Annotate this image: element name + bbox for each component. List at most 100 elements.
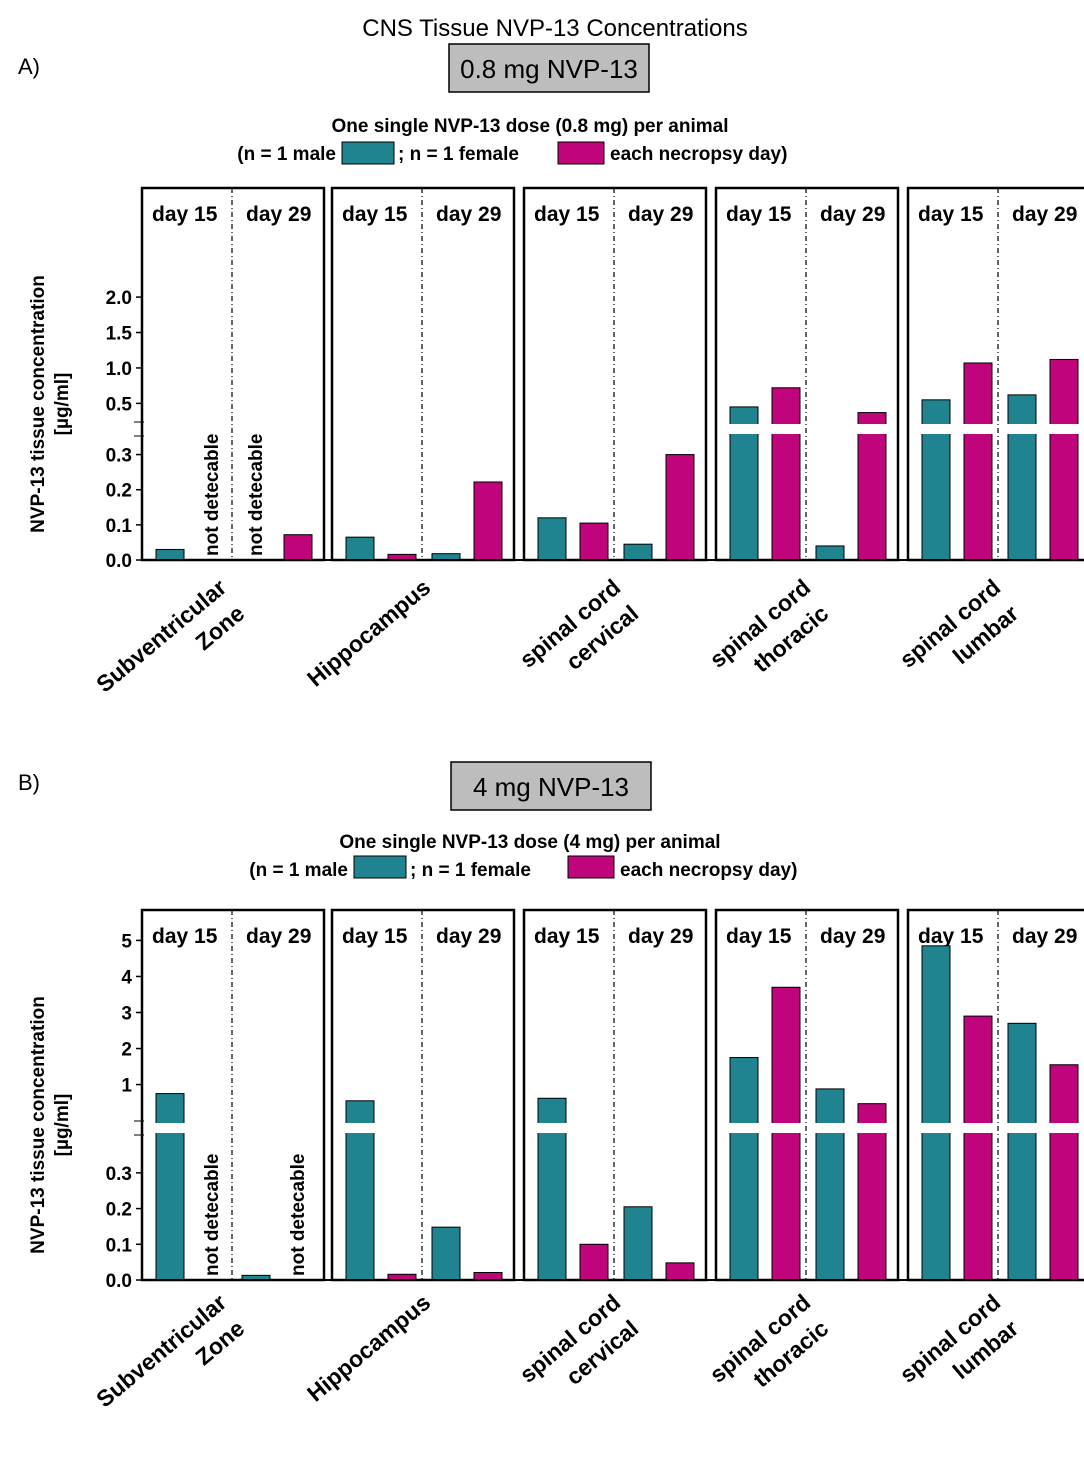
- panel-label: B): [18, 770, 40, 795]
- bar: [963, 1015, 993, 1281]
- tissue-label: Hippocampus: [302, 574, 435, 692]
- bar: [345, 536, 375, 561]
- bar-break: [729, 1123, 759, 1133]
- y-axis-label: NVP-13 tissue concentration: [28, 275, 49, 533]
- day-label-29: day 29: [628, 203, 693, 226]
- day-label-15: day 15: [726, 203, 792, 226]
- day-label-15: day 15: [726, 925, 792, 948]
- y-tick-label: 2.0: [106, 288, 132, 309]
- bar: [155, 1093, 185, 1281]
- bar: [921, 399, 951, 561]
- bar-break: [771, 424, 801, 434]
- y-tick-label: 2: [121, 1040, 132, 1061]
- day-label-29: day 29: [246, 203, 311, 226]
- bar-break: [345, 1123, 375, 1133]
- bar: [815, 1088, 845, 1281]
- bar: [771, 986, 801, 1281]
- day-label-29: day 29: [1012, 203, 1077, 226]
- day-label-15: day 15: [152, 203, 218, 226]
- dose-box: [448, 43, 650, 93]
- day-label-15: day 15: [152, 925, 218, 948]
- bar: [473, 481, 503, 561]
- bar: [963, 362, 993, 561]
- dose-label: 0.8 mg NVP-13: [460, 54, 638, 84]
- legend-text-female: each necropsy day): [620, 860, 797, 881]
- legend-prefix: (n = 1 male: [249, 860, 348, 881]
- subtitle: One single NVP-13 dose (4 mg) per animal: [339, 832, 720, 853]
- bar: [283, 534, 313, 561]
- y-tick-label: 0.1: [106, 1235, 133, 1256]
- day-label-15: day 15: [342, 203, 408, 226]
- panel-a: A) 0.8 mg NVP-13 One single NVP-13 dose (0…: [18, 43, 1084, 697]
- y-axis-label: NVP-13 tissue concentration: [28, 996, 49, 1254]
- legend-swatch-male: [353, 855, 407, 879]
- bar-break: [1007, 424, 1037, 434]
- legend-swatch-male: [341, 141, 395, 165]
- bar-break: [921, 1123, 951, 1133]
- y-tick-label: 1.0: [106, 359, 132, 380]
- bar-break: [963, 424, 993, 434]
- bar-break: [729, 424, 759, 434]
- bar-break: [1007, 1123, 1037, 1133]
- legend-text-female: each necropsy day): [610, 144, 787, 165]
- day-label-29: day 29: [436, 203, 501, 226]
- bar: [155, 548, 185, 561]
- y-axis-units: [µg/ml]: [52, 1094, 73, 1157]
- not-detectable-label: not detecable: [202, 434, 223, 556]
- not-detectable-label: not detecable: [288, 1154, 309, 1276]
- bar: [665, 1262, 695, 1281]
- y-axis-units: [µg/ml]: [52, 373, 73, 436]
- bar: [431, 1226, 461, 1281]
- legend-swatch-female: [567, 855, 615, 879]
- day-label-29: day 29: [1012, 925, 1077, 948]
- bar: [1007, 394, 1037, 561]
- bar-break: [857, 424, 887, 434]
- bar: [1049, 1064, 1079, 1281]
- y-tick-label: 1: [121, 1076, 132, 1097]
- bar-break: [921, 424, 951, 434]
- bar-break: [1049, 424, 1079, 434]
- bar: [665, 454, 695, 561]
- bar-break: [155, 1123, 185, 1133]
- bar: [537, 517, 567, 561]
- panel-b: B) 4 mg NVP-13 One single NVP-13 dose (4 m…: [18, 761, 1084, 1412]
- bar-break: [963, 1123, 993, 1133]
- bar-break: [857, 1123, 887, 1133]
- bar-break: [1049, 1123, 1079, 1133]
- bar: [729, 1057, 759, 1281]
- legend-swatch-female: [557, 141, 605, 165]
- day-label-15: day 15: [918, 925, 984, 948]
- bar: [771, 387, 801, 561]
- bar-break: [815, 1123, 845, 1133]
- tissue-label: Hippocampus: [302, 1289, 435, 1407]
- dose-box: [450, 761, 652, 811]
- bar: [579, 522, 609, 561]
- subtitle: One single NVP-13 dose (0.8 mg) per anim…: [331, 116, 728, 137]
- y-tick-label: 0.3: [106, 446, 132, 467]
- not-detectable-label: not detecable: [202, 1154, 223, 1276]
- y-tick-label: 0.2: [106, 481, 132, 502]
- figure-title: CNS Tissue NVP-13 Concentrations: [362, 15, 748, 42]
- day-label-15: day 15: [534, 925, 600, 948]
- y-tick-label: 0.5: [106, 394, 133, 415]
- bar: [857, 1103, 887, 1281]
- day-label-29: day 29: [246, 925, 311, 948]
- not-detectable-label: not detecable: [246, 434, 267, 556]
- y-tick-label: 3: [121, 1003, 132, 1024]
- panel-label: A): [18, 54, 40, 79]
- day-label-15: day 15: [534, 203, 600, 226]
- bar: [921, 945, 951, 1281]
- day-label-29: day 29: [628, 925, 693, 948]
- y-tick-label: 0.0: [106, 1271, 132, 1292]
- dose-label: 4 mg NVP-13: [473, 772, 629, 802]
- y-tick-label: 1.5: [106, 324, 133, 345]
- bar-break: [771, 1123, 801, 1133]
- bar: [579, 1243, 609, 1281]
- y-tick-label: 5: [121, 931, 132, 952]
- bar: [815, 545, 845, 561]
- bar: [1049, 358, 1079, 561]
- day-label-29: day 29: [820, 203, 885, 226]
- legend-text-male: ; n = 1 female: [410, 860, 531, 881]
- y-tick-label: 0.1: [106, 516, 133, 537]
